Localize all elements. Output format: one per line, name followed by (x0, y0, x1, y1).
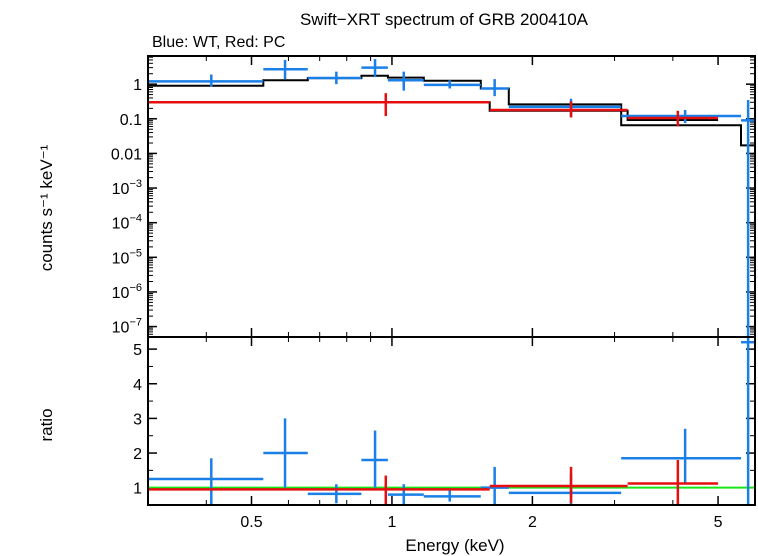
spectrum-ytick-label: 10−6 (112, 282, 142, 302)
spectrum-ytick-exponent: −7 (129, 317, 142, 329)
model-step-line-wt (148, 74, 755, 147)
spectrum-ytick-label: 10−4 (112, 213, 142, 233)
spectrum-ytick-exponent: −4 (129, 213, 142, 225)
plot-layer: 1 0.1 0.01 10−3 10−4 10−5 10−6 10−7 1 2 3 4 5 0.5 1 2 5 (111, 55, 756, 531)
spectrum-ytick-exponent: −6 (129, 282, 142, 294)
bottom-panel-ylabel: ratio (37, 408, 56, 441)
spectrum-ytick-label: 0.1 (120, 112, 142, 129)
chart-title: Swift−XRT spectrum of GRB 200410A (300, 10, 589, 29)
ratio-ytick-label: 1 (133, 481, 142, 498)
spectrum-ytick-label: 10−3 (112, 178, 142, 198)
ratio-ytick-label: 5 (133, 342, 142, 359)
x-axis-label: Energy (keV) (405, 536, 504, 555)
x-tick-label: 5 (714, 514, 723, 531)
ratio-ytick-label: 4 (133, 377, 142, 394)
spectrum-ytick-label: 10−5 (112, 247, 142, 267)
x-tick-label: 1 (387, 514, 396, 531)
ratio-ytick-label: 3 (133, 411, 142, 428)
ratio-ytick-label: 2 (133, 446, 142, 463)
x-tick-label: 0.5 (240, 514, 262, 531)
x-tick-label: 2 (528, 514, 537, 531)
spectrum-frame (147, 55, 756, 338)
top-panel-ylabel: counts s⁻¹ keV⁻¹ (37, 144, 56, 271)
chart-subtitle: Blue: WT, Red: PC (152, 34, 285, 51)
spectrum-ytick-exponent: −5 (129, 247, 142, 259)
ratio-frame (147, 336, 756, 506)
spectrum-ytick-label: 1 (133, 77, 142, 94)
spectrum-ytick-label: 10−7 (112, 317, 142, 337)
spectrum-ytick-label: 0.01 (111, 146, 142, 163)
spectrum-ytick-exponent: −3 (129, 178, 142, 190)
